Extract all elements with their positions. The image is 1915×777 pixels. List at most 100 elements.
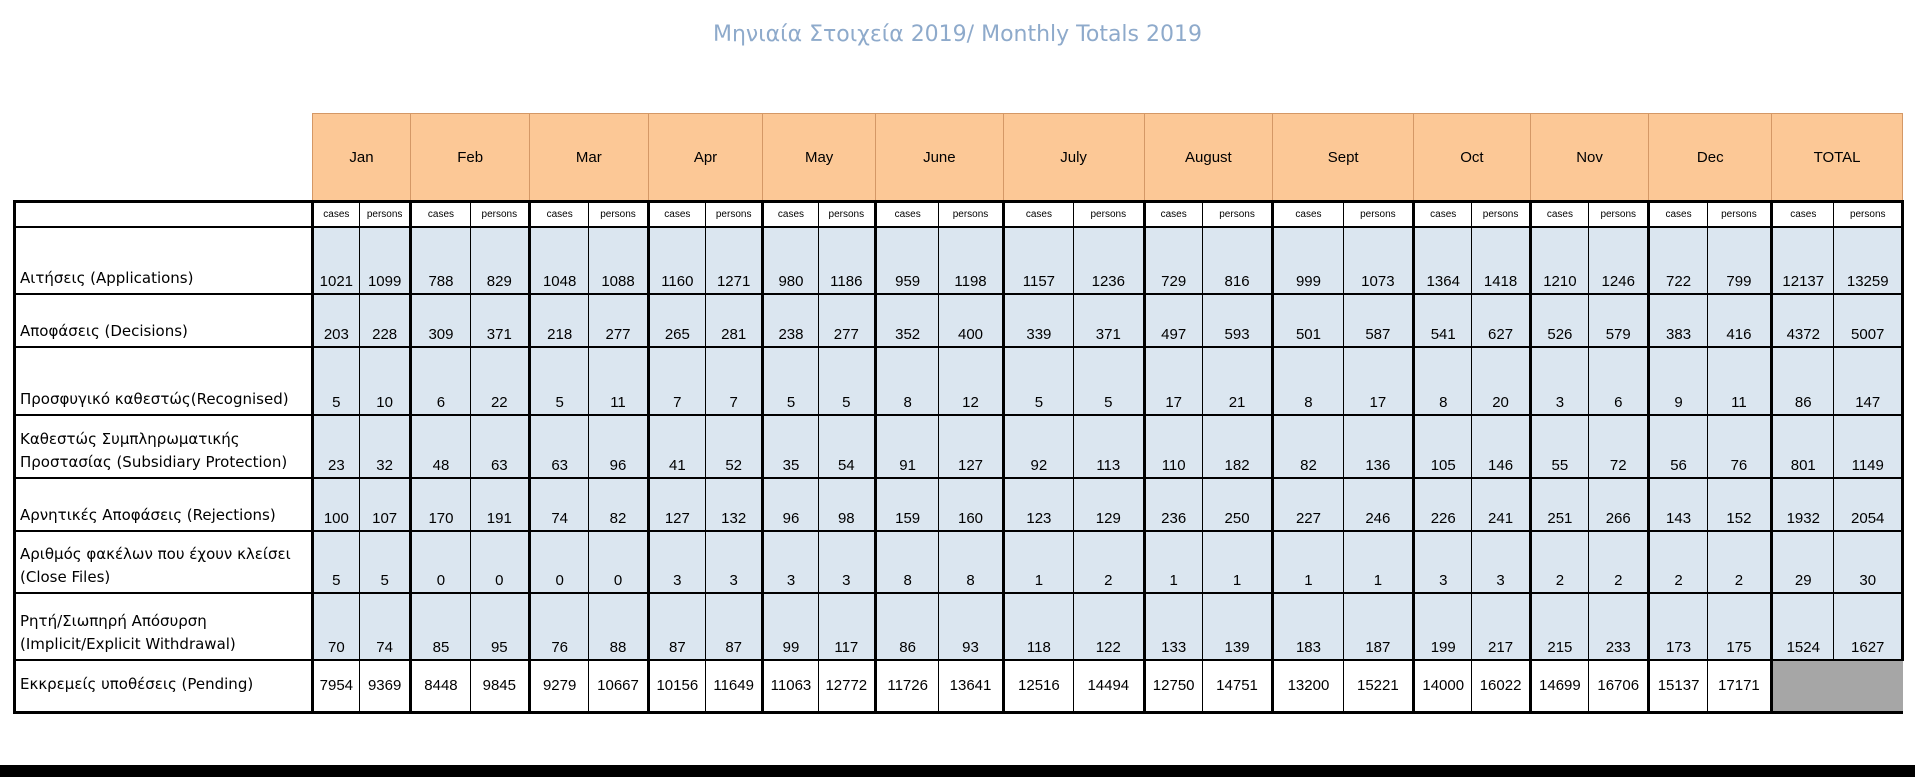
persons-cell: 11 bbox=[588, 347, 649, 416]
cases-cell: 11063 bbox=[761, 660, 819, 714]
persons-cell: 107 bbox=[358, 478, 411, 532]
cases-cell: 87 bbox=[646, 593, 706, 661]
persons-cell: 1198 bbox=[938, 227, 1004, 295]
cases-cell: 100 bbox=[310, 478, 360, 532]
persons-cell: 5007 bbox=[1833, 294, 1904, 348]
persons-cell: 2 bbox=[1706, 531, 1772, 594]
month-header-2: Mar bbox=[528, 113, 649, 202]
persons-cell: 17171 bbox=[1706, 660, 1772, 714]
persons-cell: 147 bbox=[1833, 347, 1904, 416]
row-label: Εκκρεμείς υποθέσεις (Pending) bbox=[13, 660, 314, 714]
month-header-11: Dec bbox=[1648, 113, 1773, 202]
row-label: Αποφάσεις (Decisions) bbox=[13, 294, 314, 348]
persons-cell: 0 bbox=[588, 531, 649, 594]
persons-cell: 15221 bbox=[1342, 660, 1414, 714]
cases-cell: 85 bbox=[409, 593, 471, 661]
monthly-totals-table: Jan Feb Mar Apr May June July August Sept Oct Nov D… bbox=[13, 113, 1904, 714]
cases-cell: 3 bbox=[646, 531, 706, 594]
cases-cell: 5 bbox=[1001, 347, 1074, 416]
cases-cell: 15137 bbox=[1647, 660, 1708, 714]
persons-cell: 1246 bbox=[1588, 227, 1649, 295]
subheader-persons: persons bbox=[1073, 200, 1144, 228]
cases-cell: 17 bbox=[1142, 347, 1203, 416]
cases-cell: 127 bbox=[646, 478, 706, 532]
cases-cell: 9 bbox=[1647, 347, 1708, 416]
cases-cell: 8 bbox=[1271, 347, 1344, 416]
cases-cell: 55 bbox=[1528, 415, 1589, 479]
persons-cell: 98 bbox=[817, 478, 876, 532]
cases-cell: 183 bbox=[1271, 593, 1344, 661]
persons-cell: 2 bbox=[1073, 531, 1144, 594]
cases-cell: 12750 bbox=[1142, 660, 1203, 714]
cases-cell: 14699 bbox=[1528, 660, 1589, 714]
persons-cell: 87 bbox=[704, 593, 763, 661]
persons-cell: 7 bbox=[704, 347, 763, 416]
persons-cell: 52 bbox=[704, 415, 763, 479]
persons-cell: 12 bbox=[938, 347, 1004, 416]
subheader-persons: persons bbox=[1833, 200, 1904, 228]
cases-cell: 29 bbox=[1770, 531, 1834, 594]
persons-cell: 1099 bbox=[358, 227, 411, 295]
cases-cell: 1932 bbox=[1770, 478, 1834, 532]
persons-cell: 250 bbox=[1201, 478, 1273, 532]
cases-cell: 82 bbox=[1271, 415, 1344, 479]
bottom-bar bbox=[0, 765, 1915, 777]
cases-cell: 3 bbox=[1412, 531, 1472, 594]
cases-cell: 118 bbox=[1001, 593, 1074, 661]
cases-cell: 501 bbox=[1271, 294, 1344, 348]
persons-cell: 16706 bbox=[1588, 660, 1649, 714]
persons-cell: 96 bbox=[588, 415, 649, 479]
table-row: Εκκρεμείς υποθέσεις (Pending) 7954 9369 844… bbox=[13, 660, 1903, 714]
subheader-cases: cases bbox=[310, 200, 360, 228]
cases-cell: 2 bbox=[1647, 531, 1708, 594]
cases-cell: 0 bbox=[527, 531, 589, 594]
month-header-10: Nov bbox=[1529, 113, 1650, 202]
persons-cell: 281 bbox=[704, 294, 763, 348]
subheader-cases: cases bbox=[1528, 200, 1589, 228]
subheader-cases: cases bbox=[1001, 200, 1074, 228]
cases-cell: 0 bbox=[409, 531, 471, 594]
subheader-cases: cases bbox=[527, 200, 589, 228]
cases-cell: 1210 bbox=[1528, 227, 1589, 295]
cases-cell: 35 bbox=[761, 415, 819, 479]
persons-cell: 21 bbox=[1201, 347, 1273, 416]
subheader-row: cases persons cases persons cases persons case… bbox=[13, 200, 1904, 228]
month-header-7: August bbox=[1143, 113, 1274, 202]
cases-cell: 105 bbox=[1412, 415, 1472, 479]
table-row: Αρνητικές Αποφάσεις (Rejections) 100 107 17… bbox=[13, 478, 1904, 532]
subheader-persons: persons bbox=[704, 200, 763, 228]
persons-cell: 627 bbox=[1471, 294, 1531, 348]
cases-cell: 1 bbox=[1271, 531, 1344, 594]
persons-cell: 17 bbox=[1342, 347, 1414, 416]
cases-cell: 170 bbox=[409, 478, 471, 532]
persons-cell: 3 bbox=[817, 531, 876, 594]
table-row: Αριθμός φακέλων που έχουν κλείσει (Close… bbox=[13, 531, 1904, 594]
subheader-cases: cases bbox=[761, 200, 819, 228]
month-header-4: May bbox=[762, 113, 876, 202]
persons-cell: 1186 bbox=[817, 227, 876, 295]
persons-cell: 182 bbox=[1201, 415, 1273, 479]
month-header-3: Apr bbox=[647, 113, 764, 202]
persons-cell: 10 bbox=[358, 347, 411, 416]
persons-cell: 0 bbox=[469, 531, 530, 594]
cases-cell: 722 bbox=[1647, 227, 1708, 295]
subheader-cases: cases bbox=[1271, 200, 1344, 228]
persons-cell: 11 bbox=[1706, 347, 1772, 416]
persons-cell: 129 bbox=[1073, 478, 1144, 532]
persons-cell: 266 bbox=[1588, 478, 1649, 532]
cases-cell: 91 bbox=[873, 415, 939, 479]
persons-cell: 152 bbox=[1706, 478, 1772, 532]
cases-cell: 123 bbox=[1001, 478, 1074, 532]
table-row: Ρητή/Σιωπηρή Απόσυρση (Implicit/Explicit… bbox=[13, 593, 1904, 661]
subheader-cases: cases bbox=[1770, 200, 1834, 228]
persons-cell: 2 bbox=[1588, 531, 1649, 594]
cases-cell: 2 bbox=[1528, 531, 1589, 594]
persons-cell: 76 bbox=[1706, 415, 1772, 479]
cases-cell: 1157 bbox=[1001, 227, 1074, 295]
cases-cell: 497 bbox=[1142, 294, 1203, 348]
cases-cell: 1021 bbox=[310, 227, 360, 295]
persons-cell: 74 bbox=[358, 593, 411, 661]
cases-cell: 339 bbox=[1001, 294, 1074, 348]
cases-cell: 541 bbox=[1412, 294, 1472, 348]
persons-cell: 113 bbox=[1073, 415, 1144, 479]
